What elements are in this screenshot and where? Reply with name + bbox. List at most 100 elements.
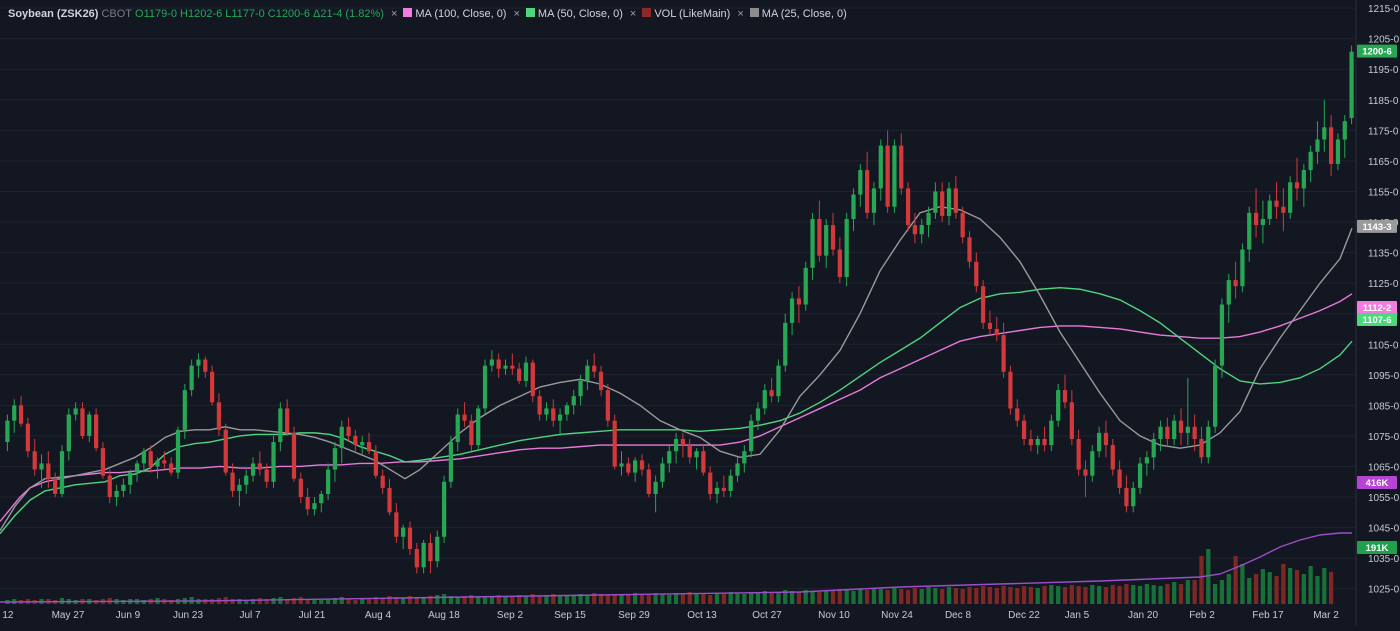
candle-body[interactable]	[162, 460, 167, 464]
candle-body[interactable]	[537, 396, 542, 415]
candle-body[interactable]	[380, 475, 385, 488]
candle-body[interactable]	[189, 365, 194, 391]
close-icon[interactable]: ×	[390, 8, 398, 20]
candle-body[interactable]	[216, 402, 222, 430]
candle-body[interactable]	[728, 475, 733, 491]
candle-body[interactable]	[285, 408, 290, 433]
candle-body[interactable]	[517, 368, 522, 381]
candle-body[interactable]	[960, 212, 965, 238]
candle-body[interactable]	[73, 408, 78, 415]
candle-body[interactable]	[530, 362, 535, 397]
candle-body[interactable]	[25, 423, 30, 452]
candle-body[interactable]	[817, 218, 822, 256]
candle-body[interactable]	[1267, 200, 1272, 219]
candle-body[interactable]	[12, 405, 17, 421]
candle-body[interactable]	[981, 286, 986, 323]
candle-body[interactable]	[885, 145, 890, 207]
candle-body[interactable]	[551, 408, 556, 421]
candle-body[interactable]	[312, 503, 317, 510]
candle-body[interactable]	[1083, 469, 1088, 476]
symbol-label[interactable]: Soybean (ZSK26)	[8, 8, 99, 20]
candle-body[interactable]	[899, 145, 904, 189]
candle-body[interactable]	[1008, 371, 1013, 409]
candle-body[interactable]	[585, 365, 590, 381]
candle-body[interactable]	[1253, 212, 1259, 226]
candle-body[interactable]	[926, 212, 931, 226]
candle-body[interactable]	[1342, 121, 1347, 140]
candle-body[interactable]	[1226, 280, 1231, 305]
close-icon[interactable]: ×	[513, 8, 520, 20]
candle-body[interactable]	[605, 390, 610, 421]
candle-body[interactable]	[633, 460, 638, 473]
candle-body[interactable]	[810, 218, 815, 268]
candle-body[interactable]	[373, 451, 378, 476]
candle-body[interactable]	[121, 484, 126, 491]
candle-body[interactable]	[578, 380, 583, 397]
candle-body[interactable]	[830, 225, 836, 250]
candle-body[interactable]	[476, 408, 481, 446]
candle-body[interactable]	[1281, 206, 1286, 213]
candle-body[interactable]	[1315, 139, 1320, 152]
candle-body[interactable]	[1172, 420, 1177, 439]
candle-body[interactable]	[892, 145, 897, 207]
candle-body[interactable]	[1301, 170, 1306, 189]
candle-body[interactable]	[1322, 127, 1327, 140]
candle-body[interactable]	[1042, 438, 1047, 446]
candle-body[interactable]	[441, 481, 447, 537]
candle-body[interactable]	[1144, 457, 1150, 464]
candle-body[interactable]	[32, 451, 37, 470]
candle-body[interactable]	[169, 463, 174, 473]
candle-body[interactable]	[148, 451, 153, 467]
candle-body[interactable]	[298, 478, 303, 498]
candle-body[interactable]	[1329, 127, 1334, 164]
candle-body[interactable]	[271, 442, 276, 482]
candle-body[interactable]	[1124, 487, 1129, 507]
candle-body[interactable]	[1199, 438, 1204, 458]
candle-body[interactable]	[387, 487, 392, 513]
candle-body[interactable]	[1049, 420, 1054, 446]
candle-body[interactable]	[762, 390, 767, 409]
candle-body[interactable]	[1137, 463, 1143, 488]
candle-body[interactable]	[755, 408, 761, 421]
candle-body[interactable]	[796, 298, 802, 305]
candle-body[interactable]	[1062, 390, 1068, 403]
candle-body[interactable]	[1219, 304, 1225, 366]
candle-body[interactable]	[39, 463, 44, 470]
candle-body[interactable]	[789, 298, 795, 323]
candle-body[interactable]	[1001, 335, 1006, 372]
candle-body[interactable]	[987, 322, 993, 329]
candle-body[interactable]	[1158, 426, 1163, 439]
candle-body[interactable]	[305, 497, 310, 510]
candle-body[interactable]	[933, 191, 938, 213]
candle-body[interactable]	[673, 438, 679, 452]
candle-body[interactable]	[175, 429, 181, 473]
candle-body[interactable]	[257, 463, 262, 470]
candle-body[interactable]	[1178, 420, 1184, 433]
candle-body[interactable]	[749, 420, 754, 452]
candle-body[interactable]	[912, 225, 918, 235]
candle-body[interactable]	[1260, 218, 1266, 226]
candle-body[interactable]	[824, 225, 829, 256]
candle-body[interactable]	[1213, 365, 1218, 427]
candle-body[interactable]	[346, 426, 351, 436]
candle-body[interactable]	[141, 451, 146, 464]
candle-body[interactable]	[469, 420, 474, 446]
candle-body[interactable]	[1165, 426, 1170, 439]
candle-body[interactable]	[783, 322, 788, 366]
candle-body[interactable]	[230, 472, 235, 491]
candle-body[interactable]	[769, 390, 774, 397]
candle-body[interactable]	[946, 188, 952, 216]
candle-body[interactable]	[1131, 487, 1136, 507]
candle-body[interactable]	[1021, 420, 1027, 439]
candle-body[interactable]	[59, 451, 65, 494]
candle-body[interactable]	[701, 451, 706, 473]
candle-body[interactable]	[1151, 438, 1156, 458]
candle-body[interactable]	[489, 359, 494, 366]
candle-body[interactable]	[667, 451, 672, 464]
candle-body[interactable]	[967, 237, 972, 262]
candle-body[interactable]	[66, 414, 71, 452]
candle-body[interactable]	[155, 460, 160, 467]
candle-body[interactable]	[510, 365, 515, 369]
candle-body[interactable]	[865, 170, 870, 213]
